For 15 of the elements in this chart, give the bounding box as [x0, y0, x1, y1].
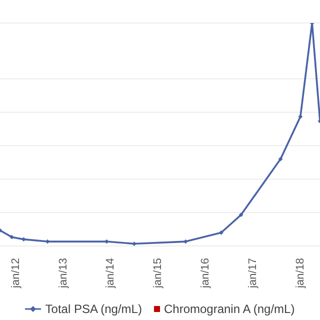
legend-label: Chromogranin A (ng/mL)	[164, 302, 295, 316]
x-tick-label: jan/16	[200, 258, 212, 289]
x-tick-label: jan/18	[294, 258, 306, 289]
point	[278, 156, 283, 162]
point	[10, 234, 14, 240]
x-tick-label: jan/12	[10, 258, 22, 289]
x-tick-label: jan/14	[104, 258, 117, 289]
point	[219, 230, 224, 235]
x-tick-label: jan/17	[247, 258, 260, 289]
point	[238, 212, 244, 217]
x-tick-label: jan/15	[152, 258, 164, 289]
legend-label: Total PSA (ng/mL)	[45, 302, 142, 316]
point	[104, 239, 109, 244]
x-tick-label: jan/13	[57, 258, 70, 289]
point	[132, 242, 136, 246]
